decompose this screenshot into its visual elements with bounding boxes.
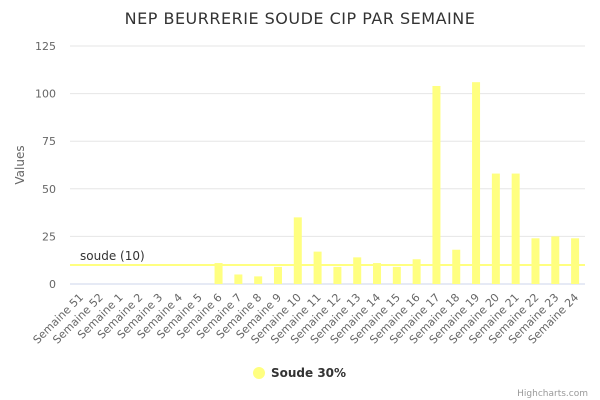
legend-marker[interactable] — [253, 367, 265, 379]
legend-item-label[interactable]: Soude 30% — [271, 366, 346, 380]
bar[interactable] — [333, 266, 342, 284]
bar[interactable] — [452, 249, 461, 284]
credits-link[interactable]: Highcharts.com — [517, 389, 588, 399]
y-tick-label: 50 — [42, 183, 56, 196]
bar[interactable] — [412, 259, 421, 284]
bar[interactable] — [234, 274, 243, 284]
y-tick-label: 75 — [42, 135, 56, 148]
bar[interactable] — [392, 266, 401, 284]
bar[interactable] — [551, 236, 560, 284]
plot-line-label: soude (10) — [80, 249, 145, 263]
chart-title: NEP BEURRERIE SOUDE CIP PAR SEMAINE — [125, 9, 476, 28]
bar[interactable] — [571, 238, 580, 284]
y-tick-label: 100 — [35, 88, 56, 101]
y-tick-label: 0 — [49, 278, 56, 291]
bar[interactable] — [511, 173, 520, 284]
bar[interactable] — [432, 85, 441, 284]
grid-lines — [70, 45, 585, 285]
y-axis-label: Values — [13, 145, 27, 184]
bar[interactable] — [472, 82, 481, 285]
legend[interactable]: Soude 30% — [253, 366, 346, 380]
bar[interactable] — [373, 263, 382, 284]
bar[interactable] — [531, 238, 540, 284]
bar[interactable] — [491, 173, 500, 284]
bar[interactable] — [254, 276, 263, 284]
bar[interactable] — [214, 263, 223, 284]
bar[interactable] — [293, 217, 302, 284]
bar[interactable] — [313, 251, 322, 284]
bar[interactable] — [353, 257, 362, 284]
bars — [214, 82, 580, 285]
y-axis-ticks: 0 25 50 75 100 125 — [35, 40, 56, 291]
y-tick-label: 25 — [42, 230, 56, 243]
y-tick-label: 125 — [35, 40, 56, 53]
bar[interactable] — [273, 266, 282, 284]
